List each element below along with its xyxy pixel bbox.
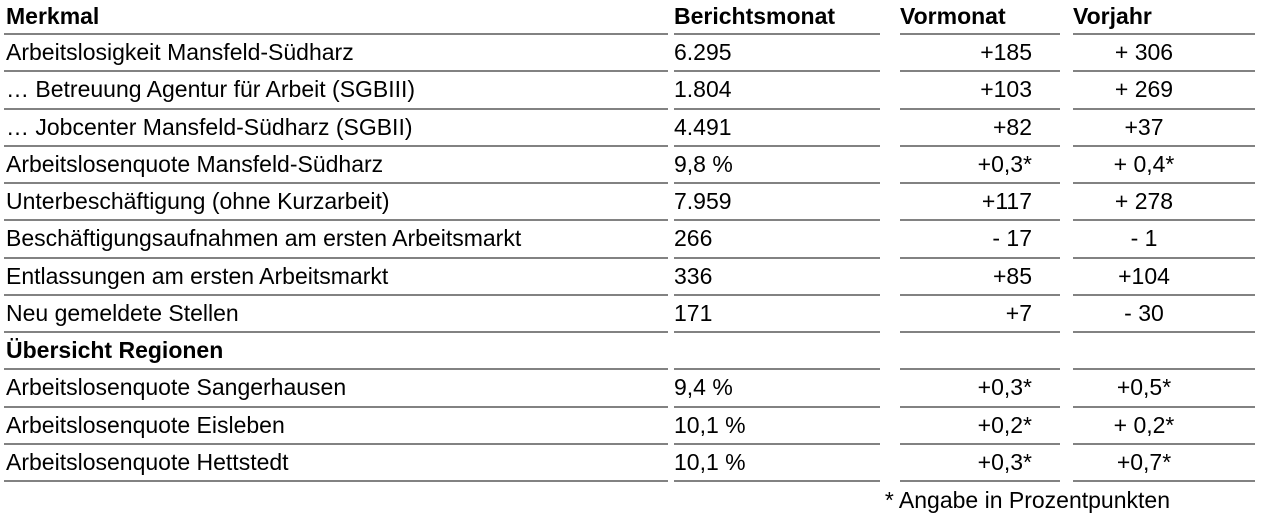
cell-vormonat-empty: [900, 333, 1060, 371]
table-row: … Jobcenter Mansfeld-Südharz (SGBII) 4.4…: [4, 110, 1255, 147]
cell-berichtsmonat: 4.491: [674, 110, 880, 147]
column-header-merkmal: Merkmal: [4, 0, 668, 35]
row-label: Arbeitslosenquote Hettstedt: [4, 445, 668, 482]
cell-vorjahr: + 0,2*: [1073, 408, 1255, 445]
row-label: … Betreuung Agentur für Arbeit (SGBIII): [4, 72, 668, 110]
row-label: Beschäftigungsaufnahmen am ersten Arbeit…: [4, 221, 668, 259]
table-row: Neu gemeldete Stellen 171 +7 - 30: [4, 296, 1255, 333]
row-label: Arbeitslosenquote Mansfeld-Südharz: [4, 147, 668, 184]
cell-berichtsmonat: 171: [674, 296, 880, 333]
section-row-uebersicht-regionen: Übersicht Regionen: [4, 333, 1255, 371]
cell-berichtsmonat: 6.295: [674, 35, 880, 73]
table-row: Arbeitslosigkeit Mansfeld-Südharz 6.295 …: [4, 35, 1255, 73]
cell-vormonat: - 17: [900, 221, 1060, 259]
table-row: Unterbeschäftigung (ohne Kurzarbeit) 7.9…: [4, 184, 1255, 222]
row-label: … Jobcenter Mansfeld-Südharz (SGBII): [4, 110, 668, 147]
cell-vormonat: +0,3*: [900, 445, 1060, 482]
cell-vormonat: +82: [900, 110, 1060, 147]
column-header-vormonat: Vormonat: [900, 0, 1060, 35]
table-row: Arbeitslosenquote Hettstedt 10,1 % +0,3*…: [4, 445, 1255, 482]
cell-berichtsmonat: 7.959: [674, 184, 880, 222]
row-label: Arbeitslosenquote Eisleben: [4, 408, 668, 445]
cell-vorjahr: +0,7*: [1073, 445, 1255, 482]
row-label: Entlassungen am ersten Arbeitsmarkt: [4, 259, 668, 296]
statistics-table: Merkmal Berichtsmonat Vormonat Vorjahr A…: [4, 0, 1255, 482]
table-row: Arbeitslosenquote Sangerhausen 9,4 % +0,…: [4, 370, 1255, 408]
section-title: Übersicht Regionen: [4, 333, 668, 371]
footnote-prozentpunkte: * Angabe in Prozentpunkten: [884, 487, 1170, 513]
cell-berichtsmonat: 336: [674, 259, 880, 296]
cell-berichtsmonat-empty: [674, 333, 880, 371]
cell-vorjahr: +37: [1073, 110, 1255, 147]
table-row: … Betreuung Agentur für Arbeit (SGBIII) …: [4, 72, 1255, 110]
row-label: Arbeitslosigkeit Mansfeld-Südharz: [4, 35, 668, 73]
cell-vormonat: +0,3*: [900, 370, 1060, 408]
cell-berichtsmonat: 9,4 %: [674, 370, 880, 408]
column-header-berichtsmonat: Berichtsmonat: [674, 0, 880, 35]
cell-vormonat: +103: [900, 72, 1060, 110]
cell-vormonat: +0,3*: [900, 147, 1060, 184]
table-row: Beschäftigungsaufnahmen am ersten Arbeit…: [4, 221, 1255, 259]
row-label: Unterbeschäftigung (ohne Kurzarbeit): [4, 184, 668, 222]
cell-vormonat: +85: [900, 259, 1060, 296]
cell-vorjahr: + 306: [1073, 35, 1255, 73]
row-label: Arbeitslosenquote Sangerhausen: [4, 370, 668, 408]
cell-berichtsmonat: 9,8 %: [674, 147, 880, 184]
table-row: Arbeitslosenquote Mansfeld-Südharz 9,8 %…: [4, 147, 1255, 184]
column-header-vorjahr: Vorjahr: [1073, 0, 1255, 35]
row-label: Neu gemeldete Stellen: [4, 296, 668, 333]
cell-vorjahr: +0,5*: [1073, 370, 1255, 408]
cell-vorjahr: - 1: [1073, 221, 1255, 259]
cell-vorjahr: + 278: [1073, 184, 1255, 222]
cell-berichtsmonat: 1.804: [674, 72, 880, 110]
table-row: Arbeitslosenquote Eisleben 10,1 % +0,2* …: [4, 408, 1255, 445]
cell-vorjahr-empty: [1073, 333, 1255, 371]
table-row: Entlassungen am ersten Arbeitsmarkt 336 …: [4, 259, 1255, 296]
cell-berichtsmonat: 10,1 %: [674, 408, 880, 445]
cell-vormonat: +185: [900, 35, 1060, 73]
cell-vormonat: +117: [900, 184, 1060, 222]
cell-vorjahr: + 0,4*: [1073, 147, 1255, 184]
cell-vormonat: +7: [900, 296, 1060, 333]
cell-vormonat: +0,2*: [900, 408, 1060, 445]
cell-berichtsmonat: 10,1 %: [674, 445, 880, 482]
cell-berichtsmonat: 266: [674, 221, 880, 259]
cell-vorjahr: +104: [1073, 259, 1255, 296]
cell-vorjahr: + 269: [1073, 72, 1255, 110]
cell-vorjahr: - 30: [1073, 296, 1255, 333]
header-row: Merkmal Berichtsmonat Vormonat Vorjahr: [4, 0, 1255, 35]
